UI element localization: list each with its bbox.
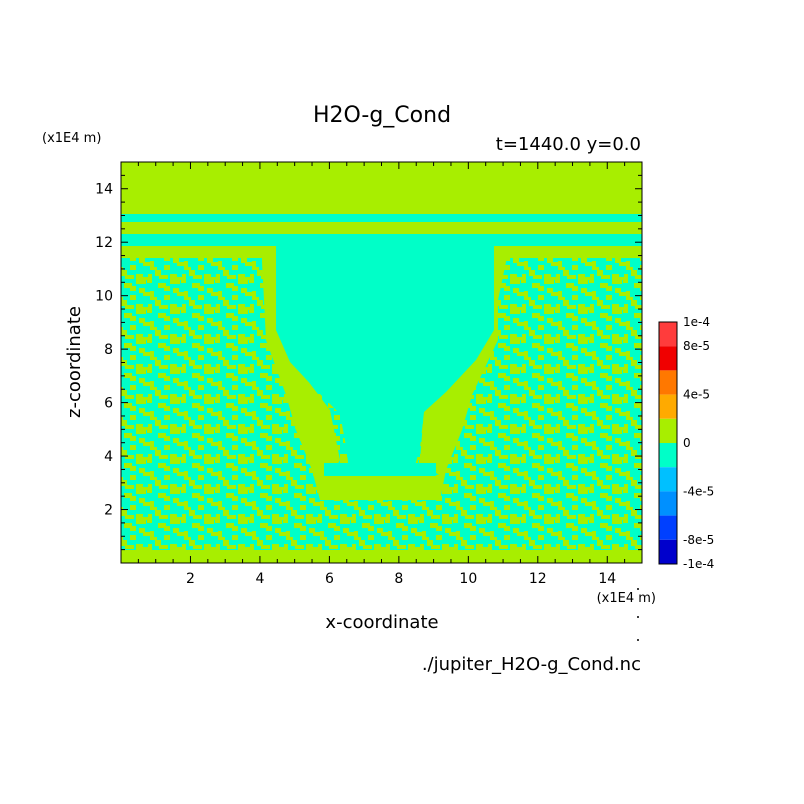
colorbar-labels: 1e-4 8e-5 4e-5 0 -4e-5 -8e-5 -1e-4 — [683, 315, 714, 571]
colorbar-tick-label: -1e-4 — [683, 557, 714, 571]
colorbar-swatch — [659, 539, 677, 564]
y-tick-label: 8 — [104, 342, 113, 358]
colorbar-tick-label: -8e-5 — [683, 533, 714, 547]
y-axis-label: z-coordinate — [64, 306, 85, 418]
x-tick-label: 4 — [255, 571, 264, 587]
z-unit-label: (x1E4 m) — [42, 131, 101, 146]
y-tick-label: 12 — [95, 235, 113, 251]
colorbar-swatch — [659, 515, 677, 540]
colorbar-tick-label: 4e-5 — [683, 388, 710, 402]
y-tick-label: 10 — [95, 289, 113, 305]
x-tick-label: 14 — [598, 571, 616, 587]
colorbar-tick-label: 0 — [683, 436, 691, 450]
y-tick-label: 4 — [104, 449, 113, 465]
y-tick-label: 2 — [104, 503, 113, 519]
source-file-label: ./jupiter_H2O-g_Cond.nc — [422, 654, 641, 675]
tick-labels: 2 4 6 8 10 12 14 2 4 6 8 10 12 14 — [95, 182, 616, 587]
x-tick-label: 10 — [459, 571, 477, 587]
colorbar-tick-label: -4e-5 — [683, 484, 714, 498]
colorbar-tick-label: 8e-5 — [683, 339, 710, 353]
colorbar-swatch — [659, 370, 677, 395]
thin-band — [121, 214, 642, 222]
plot-area — [121, 162, 642, 563]
colorbar-swatch — [659, 418, 677, 443]
chart-title: H2O-g_Cond — [313, 103, 451, 128]
colorbar — [659, 322, 677, 564]
x-tick-label: 6 — [325, 571, 334, 587]
x-tick-label: 2 — [186, 571, 195, 587]
colorbar-swatch — [659, 467, 677, 492]
marker-dot — [637, 639, 639, 641]
x-tick-label: 8 — [394, 571, 403, 587]
marker-dot — [637, 616, 639, 618]
colorbar-swatch — [659, 443, 677, 468]
colorbar-tick-label: 1e-4 — [683, 315, 710, 329]
funnel-cap — [324, 463, 436, 476]
colorbar-swatch — [659, 491, 677, 516]
green-band — [121, 222, 642, 234]
colorbar-frame — [658, 321, 678, 565]
upper-band — [121, 162, 642, 214]
y-tick-label: 6 — [104, 396, 113, 412]
colorbar-swatch — [659, 322, 677, 347]
funnel-outline — [262, 246, 506, 500]
marker-dot — [637, 588, 639, 590]
funnel-core — [276, 240, 494, 476]
axis-ticks — [121, 162, 642, 563]
colorbar-swatch — [659, 394, 677, 419]
colorbar-swatch — [659, 346, 677, 371]
right-ledge — [494, 246, 642, 258]
left-ledge — [121, 246, 276, 258]
chart-subtitle: t=1440.0 y=0.0 — [496, 134, 641, 155]
bottom-band — [121, 550, 642, 563]
x-tick-label: 12 — [529, 571, 547, 587]
y-tick-label: 14 — [95, 182, 113, 198]
x-axis-label: x-coordinate — [325, 612, 438, 633]
x-unit-label: (x1E4 m) — [597, 591, 656, 606]
